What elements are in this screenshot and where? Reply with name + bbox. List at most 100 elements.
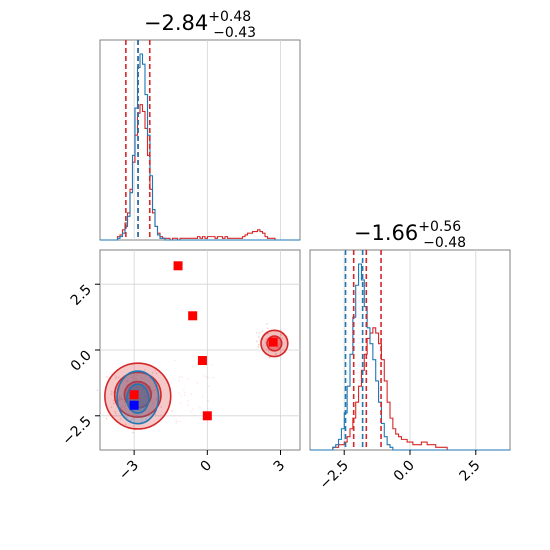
scatter-sample-point <box>114 410 117 413</box>
scatter-sample-point <box>212 376 214 379</box>
scatter-sample-point <box>183 389 185 391</box>
hist-param1-frame <box>99 39 301 241</box>
param1-title: −2.84+0.48 −0.43 <box>144 9 256 41</box>
scatter-sample-point <box>141 420 143 422</box>
hist-param1-quantiles <box>125 40 151 240</box>
scatter-sample-point <box>154 369 157 372</box>
scatter-sample-point <box>267 349 270 352</box>
scatter-sample-point <box>189 410 192 413</box>
scatter-sample-point <box>178 392 181 394</box>
scatter-sample-point <box>261 330 264 332</box>
scatter-sample-point <box>112 402 115 405</box>
param1-title-sub: −0.43 <box>213 25 256 41</box>
scatter-red-marker <box>197 356 207 366</box>
scatter-sample-point <box>149 385 151 387</box>
scatter-sample-point <box>171 410 174 412</box>
hist-param1-panel: −2.84+0.48 −0.43 <box>99 9 301 241</box>
scatter-sample-point <box>258 336 260 338</box>
scatter-sample-point <box>262 344 265 347</box>
scatter-sample-point <box>257 346 260 348</box>
scatter-sample-point <box>186 404 189 406</box>
scatter-sample-point <box>264 340 267 343</box>
hist-param2-x-tick-label: 2.5 <box>457 458 484 485</box>
scatter-sample-point <box>175 419 178 421</box>
param2-title-sup: +0.56 <box>418 219 461 235</box>
param2-title-main: −1.66 <box>354 221 418 245</box>
scatter-sample-point <box>151 392 154 394</box>
scatter-sample-point <box>110 390 113 393</box>
scatter-sample-point <box>96 389 99 391</box>
scatter-sample-point <box>199 406 201 409</box>
scatter-sample-point <box>155 372 158 375</box>
scatter-sample-point <box>124 408 127 410</box>
scatter-sample-point <box>139 409 142 411</box>
scatter-sample-point <box>115 375 117 377</box>
scatter-sample-point <box>194 414 196 417</box>
scatter-sample-point <box>264 344 267 347</box>
param1-title-sup: +0.48 <box>208 9 251 25</box>
scatter-sample-point <box>155 397 158 400</box>
scatter-blue-marker <box>129 400 139 410</box>
scatter-sample-point <box>257 343 260 346</box>
scatter-red-marker <box>173 261 183 271</box>
scatter-sample-point <box>137 372 140 375</box>
scatter-sample-point <box>117 376 120 379</box>
scatter-sample-point <box>265 348 268 350</box>
scatter-sample-point <box>179 420 181 423</box>
scatter-sample-point <box>99 410 101 412</box>
scatter-sample-point <box>154 399 156 401</box>
scatter-sample-point <box>174 359 176 362</box>
hist-param2-panel: −2.5 0.0 2.5 −1.66+0.56 −0.48 <box>309 219 511 493</box>
hist-param2-series <box>310 263 510 451</box>
scatter-sample-point <box>199 417 201 420</box>
hist-param2-x-tick-label: −2.5 <box>317 458 352 493</box>
scatter-sample-point <box>208 385 210 387</box>
scatter-sample-point <box>206 377 208 379</box>
scatter-sample-point <box>191 408 194 410</box>
scatter-sample-point <box>135 414 138 417</box>
scatter-sample-point <box>122 398 124 401</box>
scatter-sample-point <box>118 395 121 398</box>
scatter-sample-point <box>132 431 134 434</box>
scatter-x-tick-label: −3 <box>116 458 142 484</box>
scatter-sample-point <box>203 375 205 377</box>
scatter-markers <box>129 261 278 421</box>
scatter-sample-point <box>154 388 157 391</box>
scatter-sample-point <box>280 334 283 336</box>
scatter-sample-point <box>106 376 108 378</box>
scatter-sample-point <box>119 396 122 399</box>
scatter-sample-point <box>119 399 121 401</box>
scatter-sample-point <box>119 418 122 420</box>
hist-param2-quantiles <box>344 250 382 450</box>
param2-title: −1.66+0.56 −0.48 <box>354 219 466 251</box>
hist-param2-blue-series <box>310 263 510 451</box>
scatter-sample-point <box>281 337 283 339</box>
scatter-sample-point <box>264 342 267 344</box>
scatter-sample-point <box>179 376 181 378</box>
scatter-sample-point <box>126 380 128 382</box>
hist-param1-grid <box>133 40 281 240</box>
scatter-sample-point <box>180 395 183 397</box>
scatter-sample-point <box>176 420 179 423</box>
scatter-sample-point <box>187 400 189 402</box>
scatter-x-ticks: −3 0 3 <box>116 450 288 483</box>
scatter-y-ticks: −2.5 0.0 2.5 <box>59 282 100 449</box>
scatter-sample-point <box>110 406 113 408</box>
scatter-sample-point <box>114 412 117 415</box>
scatter-sample-point <box>132 425 135 428</box>
scatter-sample-point <box>196 362 199 364</box>
scatter-sample-point <box>151 372 154 374</box>
scatter-sample-point <box>170 410 173 412</box>
scatter-sample-point <box>124 404 127 407</box>
scatter-y-tick-label: 2.5 <box>68 282 95 309</box>
scatter-sample-point <box>275 353 277 356</box>
scatter-red-marker <box>268 337 278 347</box>
scatter-sample-point <box>211 364 214 366</box>
scatter-sample-point <box>178 380 180 382</box>
scatter-x-tick-label: 3 <box>271 458 289 476</box>
hist-param2-x-tick-label: 0.0 <box>391 458 418 485</box>
scatter-sample-point <box>184 391 186 394</box>
scatter-sample-point <box>280 329 282 332</box>
scatter-sample-point <box>132 414 134 417</box>
